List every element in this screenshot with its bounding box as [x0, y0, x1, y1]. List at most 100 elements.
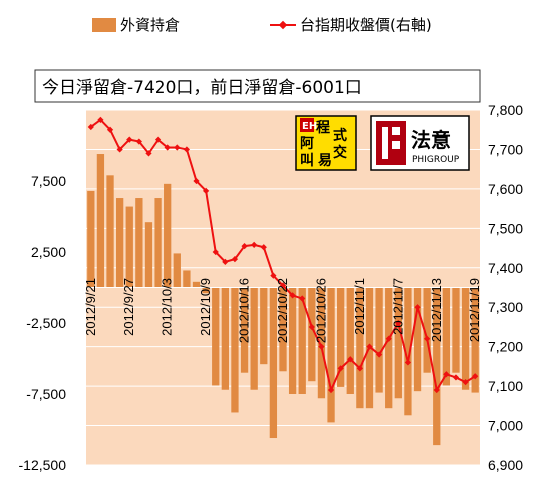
price-point — [318, 343, 325, 350]
logo1-char-0: 程 — [316, 120, 330, 136]
logo2-mark-stroke2 — [392, 127, 400, 135]
price-point — [279, 282, 287, 289]
x-tick-label: 2012/10/9 — [198, 278, 213, 336]
price-point — [404, 359, 412, 366]
bar — [164, 183, 172, 288]
price-point — [212, 248, 219, 256]
logo1-char-3: 叫 — [300, 152, 314, 169]
price-point — [443, 371, 450, 378]
bar — [96, 154, 105, 288]
bar — [183, 270, 191, 288]
bar — [269, 287, 278, 439]
price-point — [433, 386, 440, 394]
bar — [413, 287, 422, 392]
right-tick-label: 7,700 — [488, 141, 523, 157]
bar — [298, 287, 306, 394]
price-point — [251, 241, 258, 249]
banner-box — [34, 69, 481, 103]
bar — [288, 287, 297, 394]
bar — [356, 287, 364, 409]
left-tick-label: -7,500 — [26, 386, 66, 402]
price-point — [337, 365, 344, 372]
price-point — [462, 379, 469, 386]
x-axis: 2012/9/21 2012/9/27 2012/10/3 2012/10/9 2012… — [83, 278, 482, 343]
bar — [308, 287, 316, 382]
price-point — [452, 374, 460, 381]
right-tick-label: 6,900 — [488, 457, 523, 473]
legend: 外資持倉 台指期收盤價(右軸) — [92, 16, 432, 34]
line-series — [87, 116, 479, 394]
x-tick-label: 2012/9/21 — [83, 278, 98, 336]
x-tick-label: 2012/11/7 — [390, 278, 405, 335]
bar — [394, 287, 402, 399]
bar — [231, 287, 239, 413]
right-tick-label: 7,800 — [488, 102, 523, 118]
price-point — [395, 319, 402, 327]
left-tick-label: 2,500 — [31, 244, 66, 260]
bar — [135, 198, 143, 288]
price-point — [356, 365, 363, 372]
bar — [327, 287, 335, 423]
left-axis: 7,500 2,500 -2,500 -7,500 -12,500 — [19, 173, 67, 473]
x-tick-label: 2012/11/1 — [352, 278, 367, 335]
bar — [461, 287, 470, 390]
logo2-sub: PHIGROUP — [412, 155, 460, 165]
right-tick-label: 7,100 — [488, 378, 523, 394]
logo2-mark — [376, 121, 406, 165]
bar — [404, 287, 412, 416]
logo1-mark-box — [300, 118, 314, 132]
bar — [385, 287, 393, 409]
x-tick-label: 2012/9/27 — [121, 278, 136, 336]
right-tick-label: 7,000 — [488, 418, 523, 434]
bar — [317, 287, 326, 399]
price-point — [375, 351, 383, 358]
price-point — [145, 150, 152, 157]
logo1-char-4: 交 — [333, 144, 347, 161]
bar — [423, 287, 431, 373]
right-axis: 7,800 7,700 7,600 7,500 7,400 7,300 7,200 7,100… — [488, 102, 523, 473]
banner-text: 今日淨留倉-7420口，前日淨留倉-6001口 — [42, 78, 362, 98]
price-point — [347, 356, 354, 363]
price-point — [270, 272, 277, 279]
right-tick-label: 7,200 — [488, 339, 523, 355]
x-tick-label: 2012/11/19 — [467, 278, 482, 342]
bar — [442, 287, 451, 386]
price-point — [366, 343, 373, 350]
bar — [106, 175, 114, 288]
x-tick-label: 2012/10/16 — [237, 278, 252, 343]
logo1-mark: EH — [302, 121, 317, 132]
logo2-mark-stroke3 — [392, 141, 400, 149]
price-point — [126, 136, 133, 143]
bar — [452, 287, 460, 373]
x-tick-label: 2012/11/13 — [429, 278, 444, 342]
logo-phigroup: 法意 PHIGROUP — [370, 115, 470, 171]
bar — [202, 287, 210, 294]
logo1-char-1: 阿 — [300, 136, 314, 152]
price-point — [203, 187, 210, 194]
left-tick-label: -2,500 — [26, 315, 66, 331]
x-tick-label: 2012/10/3 — [160, 278, 175, 336]
price-point — [183, 146, 191, 153]
bar — [173, 253, 181, 288]
bar — [221, 287, 229, 390]
legend-line-marker — [278, 20, 288, 30]
bar — [279, 287, 287, 372]
logo1-char-5: 易 — [318, 153, 332, 169]
logo2-mark-stroke1 — [382, 127, 388, 159]
bar — [212, 287, 220, 386]
price-point — [308, 323, 315, 331]
bar — [433, 287, 441, 446]
price-point — [299, 295, 306, 302]
legend-line-label: 台指期收盤價(右軸) — [300, 16, 432, 34]
left-tick-label: 7,500 — [31, 173, 66, 189]
price-point — [116, 146, 123, 153]
price-point — [241, 242, 248, 250]
bar — [87, 190, 95, 288]
x-tick-label: 2012/10/26 — [313, 278, 328, 343]
price-point — [472, 373, 479, 380]
bar — [125, 206, 133, 288]
price-point — [289, 292, 296, 299]
bar — [337, 287, 345, 387]
right-tick-label: 7,400 — [488, 260, 523, 276]
